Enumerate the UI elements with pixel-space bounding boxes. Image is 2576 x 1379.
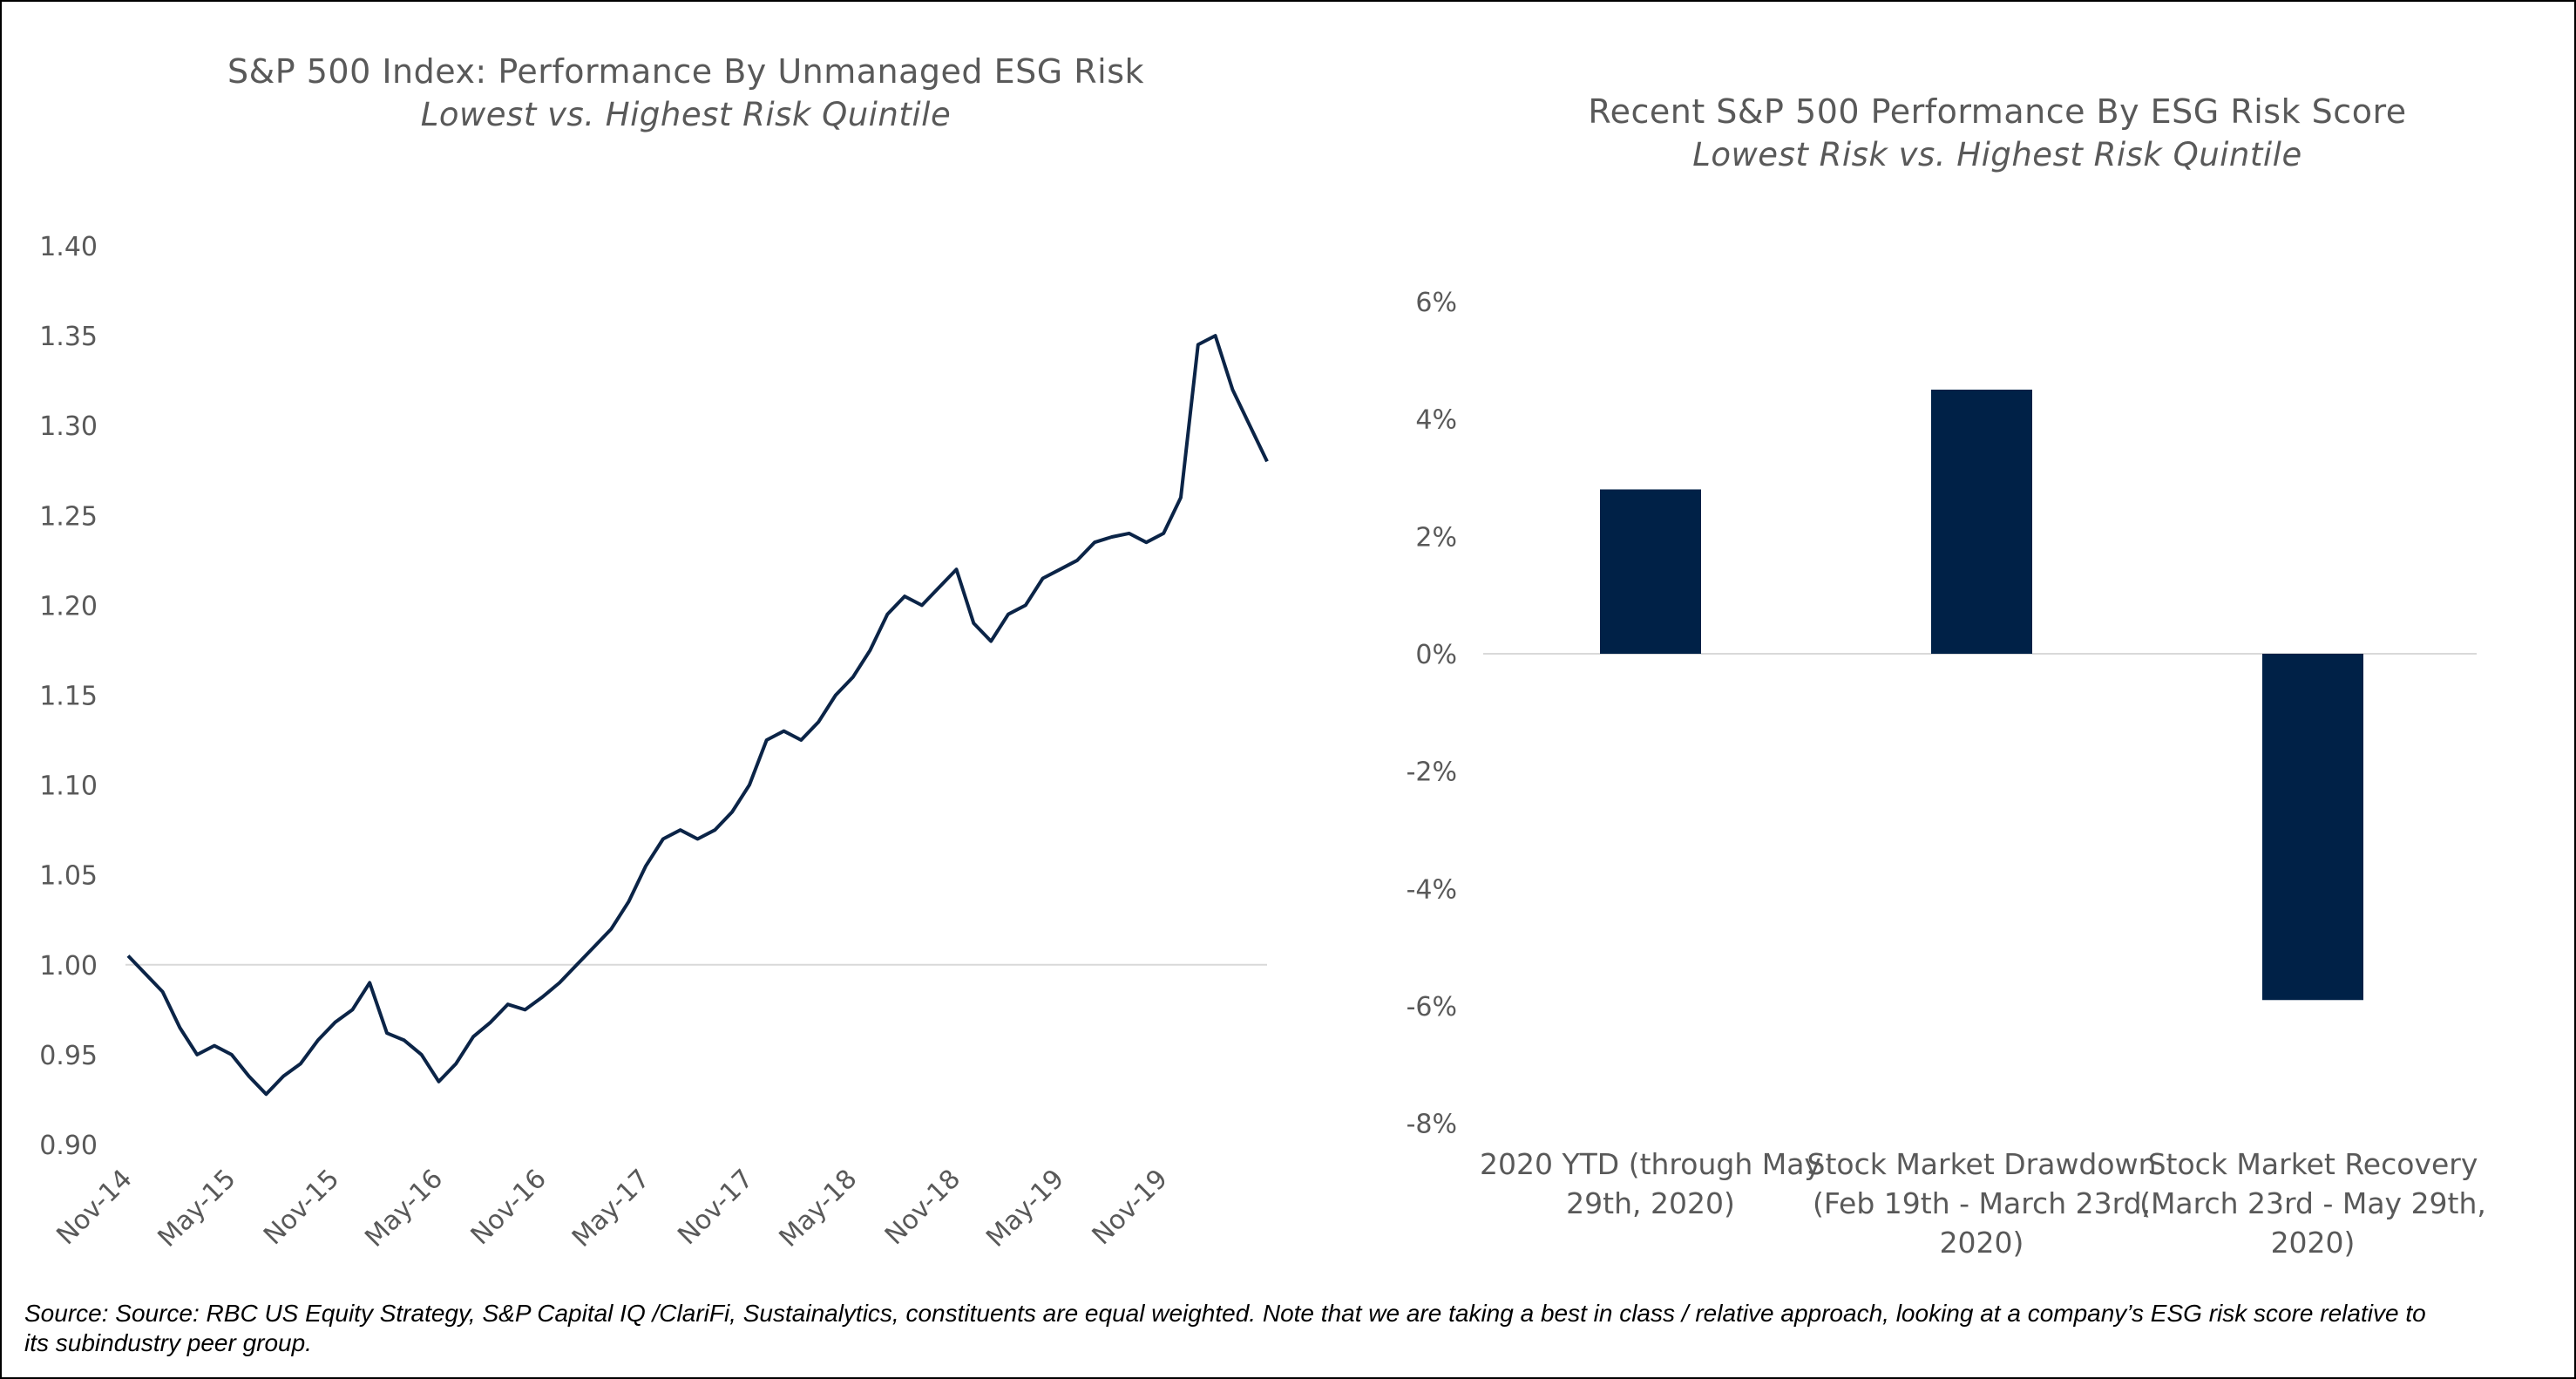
y-tick-label: 6% xyxy=(1415,288,1457,318)
y-tick-label: 1.30 xyxy=(39,411,98,442)
y-tick-label: 2% xyxy=(1415,522,1457,553)
series-line-esg-risk-spread xyxy=(126,334,1269,1097)
x-tick-label: Nov-18 xyxy=(879,1164,966,1251)
x-tick-label: Nov-16 xyxy=(465,1164,552,1251)
y-tick-label: 1.15 xyxy=(39,682,98,712)
y-tick-label: -8% xyxy=(1407,1110,1457,1140)
category-label: 2020 YTD (through May xyxy=(1480,1147,1821,1181)
line-chart-title: S&P 500 Index: Performance By Unmanaged … xyxy=(227,52,1145,91)
x-tick-label: May-19 xyxy=(980,1164,1070,1253)
y-tick-label: 4% xyxy=(1415,405,1457,436)
x-tick-label: May-18 xyxy=(774,1164,864,1253)
y-tick-label: 1.35 xyxy=(39,322,98,352)
line-chart-subtitle: Lowest vs. Highest Risk Quintile xyxy=(420,96,952,133)
y-tick-label: 1.05 xyxy=(39,861,98,892)
source-footnote-line-2: its subindustry peer group. xyxy=(24,1329,312,1356)
y-tick-label: 1.25 xyxy=(39,501,98,532)
y-tick-label: 1.10 xyxy=(39,771,98,802)
source-footnote: Source: Source: RBC US Equity Strategy, … xyxy=(24,1299,2552,1358)
y-tick-label: 0% xyxy=(1415,640,1457,670)
bar xyxy=(1931,390,2032,654)
source-footnote-line-1: Source: Source: RBC US Equity Strategy, … xyxy=(24,1300,2426,1327)
line-chart-title-block: S&P 500 Index: Performance By Unmanaged … xyxy=(132,52,1239,133)
x-tick-label: May-17 xyxy=(566,1164,656,1253)
y-tick-label: -4% xyxy=(1407,874,1457,905)
y-tick-label: 1.40 xyxy=(39,232,98,262)
category-label: Stock Market Recovery xyxy=(2148,1147,2478,1181)
y-tick-label: -6% xyxy=(1407,992,1457,1022)
category-label: 29th, 2020) xyxy=(1566,1186,1735,1220)
x-tick-label: Nov-15 xyxy=(258,1164,345,1251)
x-tick-label: Nov-17 xyxy=(672,1164,759,1251)
x-tick-label: Nov-14 xyxy=(51,1164,138,1251)
y-tick-label: 1.00 xyxy=(39,951,98,982)
x-tick-label: May-16 xyxy=(359,1164,449,1253)
y-tick-label: -2% xyxy=(1407,757,1457,788)
bar-chart-subtitle: Lowest Risk vs. Highest Risk Quintile xyxy=(1692,136,2302,173)
category-label: Stock Market Drawdown xyxy=(1807,1147,2157,1181)
category-label: 2020) xyxy=(1940,1226,2024,1260)
y-tick-label: 0.95 xyxy=(39,1041,98,1071)
category-label: (March 23rd - May 29th, xyxy=(2139,1186,2486,1220)
category-label: (Feb 19th - March 23rd, xyxy=(1813,1186,2151,1220)
y-tick-label: 0.90 xyxy=(39,1131,98,1161)
bar-chart-title: Recent S&P 500 Performance By ESG Risk S… xyxy=(1588,92,2407,131)
bar xyxy=(2262,654,2363,1001)
bar-chart: 6% 4% 2% 0% -2% -4% -6% -8% 2020 YTD (through Ma… xyxy=(1407,288,2486,1260)
x-tick-label: May-15 xyxy=(153,1164,242,1253)
bar xyxy=(1600,489,1701,654)
bar-chart-title-block: Recent S&P 500 Performance By ESG Risk S… xyxy=(1431,92,2564,173)
x-tick-label: Nov-19 xyxy=(1087,1164,1174,1251)
category-label: 2020) xyxy=(2271,1226,2356,1260)
y-tick-label: 1.20 xyxy=(39,591,98,622)
line-chart: 0.90 0.95 1.00 1.05 1.10 1.15 1.20 1.25 1.30 1.35… xyxy=(39,232,1269,1253)
